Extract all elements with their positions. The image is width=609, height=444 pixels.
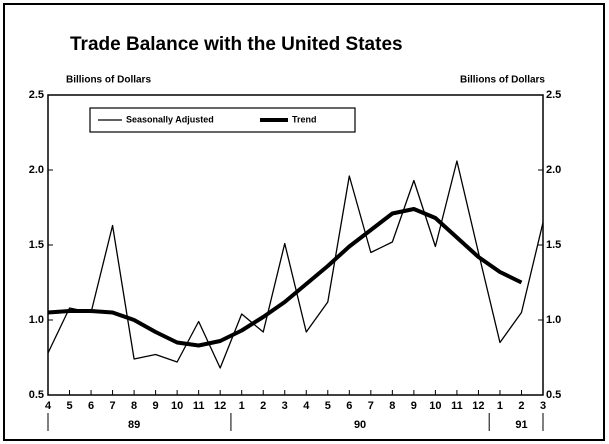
legend-label: Trend [292, 114, 317, 124]
x-tick-label: 2 [260, 400, 266, 412]
x-tick-label: 4 [303, 400, 310, 412]
x-tick-label: 5 [66, 400, 72, 412]
x-tick-label: 1 [497, 400, 503, 412]
x-tick-label: 10 [429, 400, 441, 412]
x-tick-label: 12 [472, 400, 484, 412]
legend-label: Seasonally Adjusted [126, 114, 214, 124]
x-tick-label: 4 [45, 400, 52, 412]
y-tick-label: 2.5 [29, 89, 44, 101]
y2-tick-label: 0.5 [546, 389, 561, 401]
year-label: 91 [515, 419, 527, 431]
x-tick-label: 2 [518, 400, 524, 412]
legend-box [89, 107, 356, 133]
x-tick-label: 7 [110, 400, 116, 412]
x-tick-label: 8 [131, 400, 137, 412]
x-tick-label: 6 [346, 400, 352, 412]
x-tick-label: 7 [368, 400, 374, 412]
y2-tick-label: 1.0 [546, 314, 561, 326]
year-label: 90 [354, 419, 366, 431]
y-tick-label: 0.5 [29, 389, 44, 401]
plot-area [47, 94, 544, 396]
y-tick-label: 1.5 [29, 239, 44, 251]
x-tick-label: 3 [540, 400, 546, 412]
x-tick-label: 6 [88, 400, 94, 412]
y-tick-label: 2.0 [29, 164, 44, 176]
year-label: 89 [128, 419, 140, 431]
x-tick-label: 12 [214, 400, 226, 412]
x-tick-label: 10 [171, 400, 183, 412]
x-tick-label: 8 [389, 400, 395, 412]
chart-title: Trade Balance with the United States [70, 34, 403, 55]
y2-axis-label: Billions of Dollars [460, 75, 545, 86]
x-tick-label: 3 [282, 400, 288, 412]
x-tick-label: 9 [153, 400, 159, 412]
y2-tick-label: 2.5 [546, 89, 561, 101]
x-tick-label: 11 [193, 400, 205, 412]
y2-tick-label: 2.0 [546, 164, 561, 176]
x-tick-label: 11 [451, 400, 463, 412]
x-tick-label: 5 [325, 400, 331, 412]
y-tick-label: 1.0 [29, 314, 44, 326]
series-line [47, 160, 544, 369]
x-tick-label: 9 [411, 400, 417, 412]
y2-tick-label: 1.5 [546, 239, 561, 251]
y-axis-label: Billions of Dollars [66, 75, 151, 86]
series-line [47, 207, 523, 348]
x-tick-label: 1 [239, 400, 245, 412]
frame [3, 3, 605, 441]
